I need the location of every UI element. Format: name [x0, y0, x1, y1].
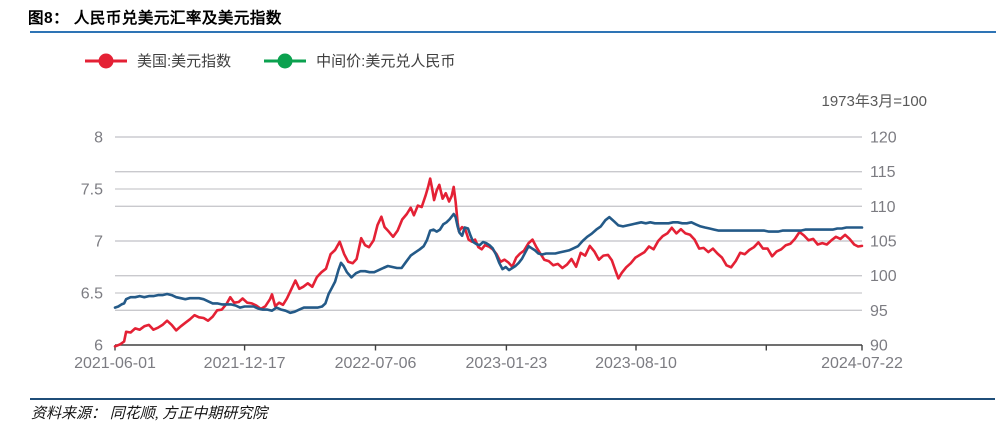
right-axis-unit-note: 1973年3月=100 — [821, 93, 928, 110]
legend-marker-central-parity-icon — [264, 53, 307, 68]
series-line — [113, 177, 864, 348]
x-axis-tick-label: 2023-08-10 — [595, 355, 677, 372]
x-axis-tick-label: 2021-12-17 — [204, 355, 286, 372]
axis-labels: 6 6.5 7 7.5 8 90 95 100 105 110 115 120 2021-06-01 20… — [74, 130, 903, 373]
right-axis-tick-label: 115 — [870, 164, 896, 181]
right-axis-tick-label: 90 — [870, 338, 888, 355]
footer-divider — [30, 398, 995, 400]
right-axis-tick-label: 100 — [870, 268, 897, 285]
legend-marker-dollar-index-icon — [85, 53, 127, 68]
x-axis — [114, 344, 863, 351]
right-axis-tick-label: 95 — [870, 303, 888, 320]
source-note: 资料来源： 同花顺, 方正中期研究院 — [31, 406, 268, 422]
legend-label-dollar-index: 美国:美元指数 — [137, 53, 232, 70]
right-axis-tick-label: 110 — [870, 199, 896, 216]
legend-label-central-parity: 中间价:美元兑人民币 — [316, 53, 456, 70]
series-lines — [113, 177, 864, 348]
left-axis-tick-label: 6.5 — [81, 286, 103, 303]
chart-legend: 美国:美元指数 中间价:美元兑人民币 — [84, 50, 455, 71]
x-axis-tick-label: 2024-07-22 — [821, 355, 903, 372]
left-axis-tick-label: 8 — [94, 130, 103, 147]
legend-item-dollar-index: 美国:美元指数 — [84, 50, 231, 71]
left-axis-tick-label: 7.5 — [81, 182, 103, 199]
figure-title: 图8： 人民币兑美元汇率及美元指数 — [28, 10, 282, 27]
right-axis-tick-label: 120 — [870, 130, 897, 147]
right-axis-tick-label: 105 — [870, 234, 897, 251]
series-line — [113, 212, 864, 315]
title-underline — [30, 31, 996, 33]
legend-item-central-parity: 中间价:美元兑人民币 — [263, 50, 455, 71]
gridlines — [115, 136, 862, 311]
left-axis-tick-label: 6 — [94, 338, 103, 355]
x-axis-tick-label: 2022-07-06 — [335, 355, 417, 372]
x-axis-tick-label: 2023-01-23 — [465, 355, 547, 372]
x-axis-tick-label: 2021-06-01 — [74, 355, 156, 372]
left-axis-tick-label: 7 — [94, 234, 103, 251]
